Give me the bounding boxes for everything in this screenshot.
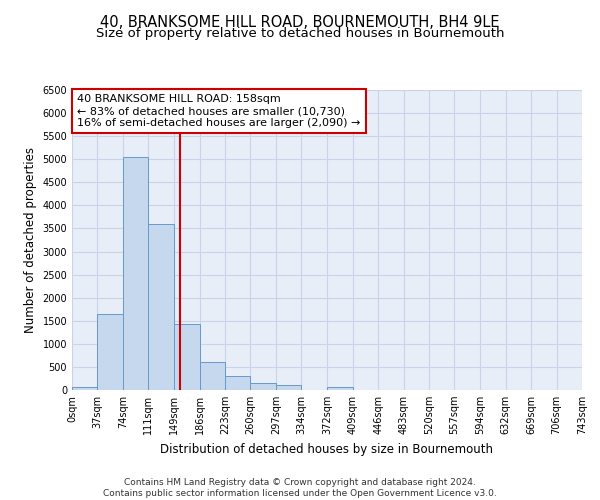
X-axis label: Distribution of detached houses by size in Bournemouth: Distribution of detached houses by size …	[161, 442, 493, 456]
Bar	[276, 386, 301, 390]
Text: Contains HM Land Registry data © Crown copyright and database right 2024.
Contai: Contains HM Land Registry data © Crown c…	[103, 478, 497, 498]
Bar	[97, 314, 123, 390]
Bar	[174, 324, 200, 390]
Bar	[225, 376, 250, 390]
Bar	[250, 383, 276, 390]
Text: 40, BRANKSOME HILL ROAD, BOURNEMOUTH, BH4 9LE: 40, BRANKSOME HILL ROAD, BOURNEMOUTH, BH…	[100, 15, 500, 30]
Bar	[328, 387, 353, 390]
Text: 40 BRANKSOME HILL ROAD: 158sqm
← 83% of detached houses are smaller (10,730)
16%: 40 BRANKSOME HILL ROAD: 158sqm ← 83% of …	[77, 94, 361, 128]
Text: Size of property relative to detached houses in Bournemouth: Size of property relative to detached ho…	[96, 28, 504, 40]
Bar	[148, 224, 174, 390]
Bar	[123, 157, 148, 390]
Bar	[72, 387, 97, 390]
Bar	[200, 362, 225, 390]
Y-axis label: Number of detached properties: Number of detached properties	[24, 147, 37, 333]
